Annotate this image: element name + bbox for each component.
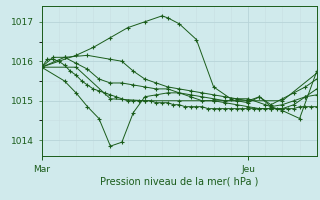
X-axis label: Pression niveau de la mer( hPa ): Pression niveau de la mer( hPa ) xyxy=(100,177,258,187)
